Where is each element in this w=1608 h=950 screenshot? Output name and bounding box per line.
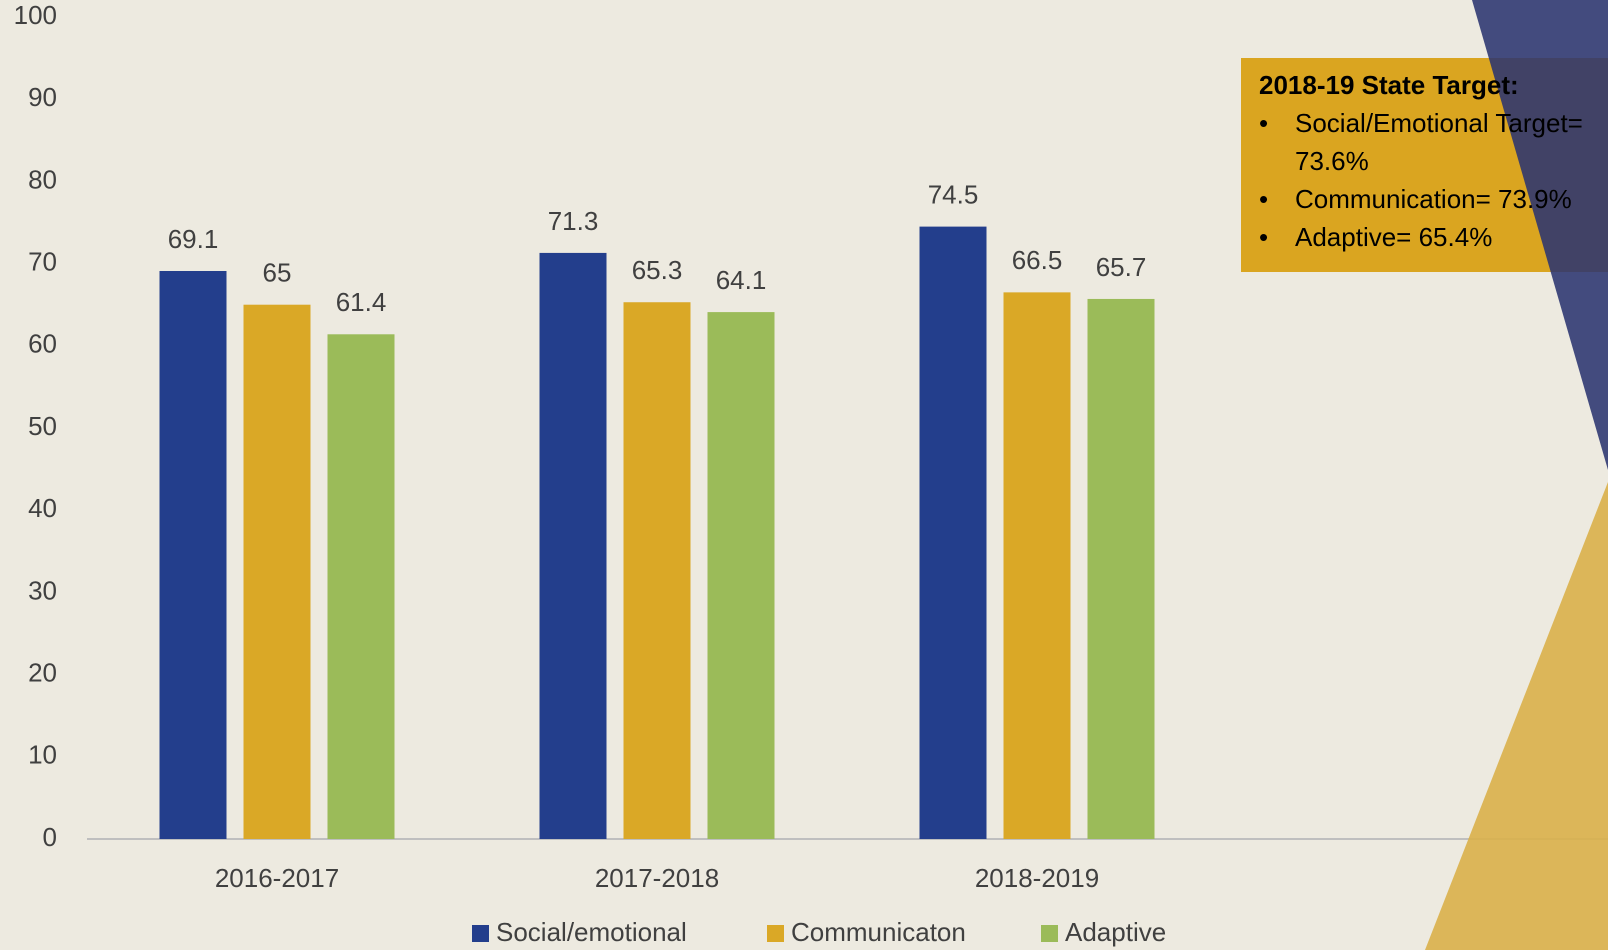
legend-label: Communicaton: [791, 917, 966, 947]
bar: [1003, 292, 1071, 839]
legend-label: Social/emotional: [496, 917, 687, 947]
decor-triangle: [1425, 482, 1608, 950]
y-tick-label: 100: [14, 0, 57, 30]
bar: [919, 226, 987, 840]
bar: [539, 252, 607, 839]
y-tick-label: 10: [28, 740, 57, 770]
x-tick-label: 2017-2018: [595, 863, 719, 893]
data-label: 69.1: [168, 224, 219, 254]
annotation-item: Adaptive= 65.4%: [1259, 218, 1608, 256]
x-tick-label: 2018-2019: [975, 863, 1099, 893]
y-tick-label: 30: [28, 575, 57, 605]
legend-swatch: [472, 925, 489, 942]
bar: [159, 270, 227, 839]
data-label: 61.4: [336, 287, 387, 317]
bar: [243, 304, 311, 839]
data-label: 65.7: [1096, 252, 1147, 282]
y-tick-label: 0: [43, 822, 57, 852]
legend-swatch: [767, 925, 784, 942]
data-label: 64.1: [716, 265, 767, 295]
bar: [707, 312, 775, 839]
data-label: 74.5: [928, 179, 979, 209]
bar: [623, 302, 691, 839]
annotation: 2018-19 State Target: Social/Emotional T…: [1241, 66, 1608, 272]
y-tick-label: 60: [28, 329, 57, 359]
annotation-item: Communication= 73.9%: [1259, 180, 1608, 218]
y-tick-label: 80: [28, 164, 57, 194]
legend-swatch: [1041, 925, 1058, 942]
annotation-list: Social/Emotional Target= 73.6% Communica…: [1241, 104, 1608, 256]
bar: [327, 334, 395, 839]
y-tick-label: 70: [28, 246, 57, 276]
data-label: 66.5: [1012, 245, 1063, 275]
annotation-title: 2018-19 State Target:: [1259, 70, 1519, 100]
y-tick-label: 90: [28, 82, 57, 112]
data-label: 71.3: [548, 206, 599, 236]
y-tick-label: 40: [28, 493, 57, 523]
data-label: 65: [263, 258, 292, 288]
y-tick-label: 50: [28, 411, 57, 441]
legend-label: Adaptive: [1065, 917, 1166, 947]
x-tick-label: 2016-2017: [215, 863, 339, 893]
bar: [1087, 298, 1155, 839]
data-label: 65.3: [632, 255, 683, 285]
y-tick-label: 20: [28, 657, 57, 687]
annotation-item: Social/Emotional Target= 73.6%: [1259, 104, 1608, 180]
